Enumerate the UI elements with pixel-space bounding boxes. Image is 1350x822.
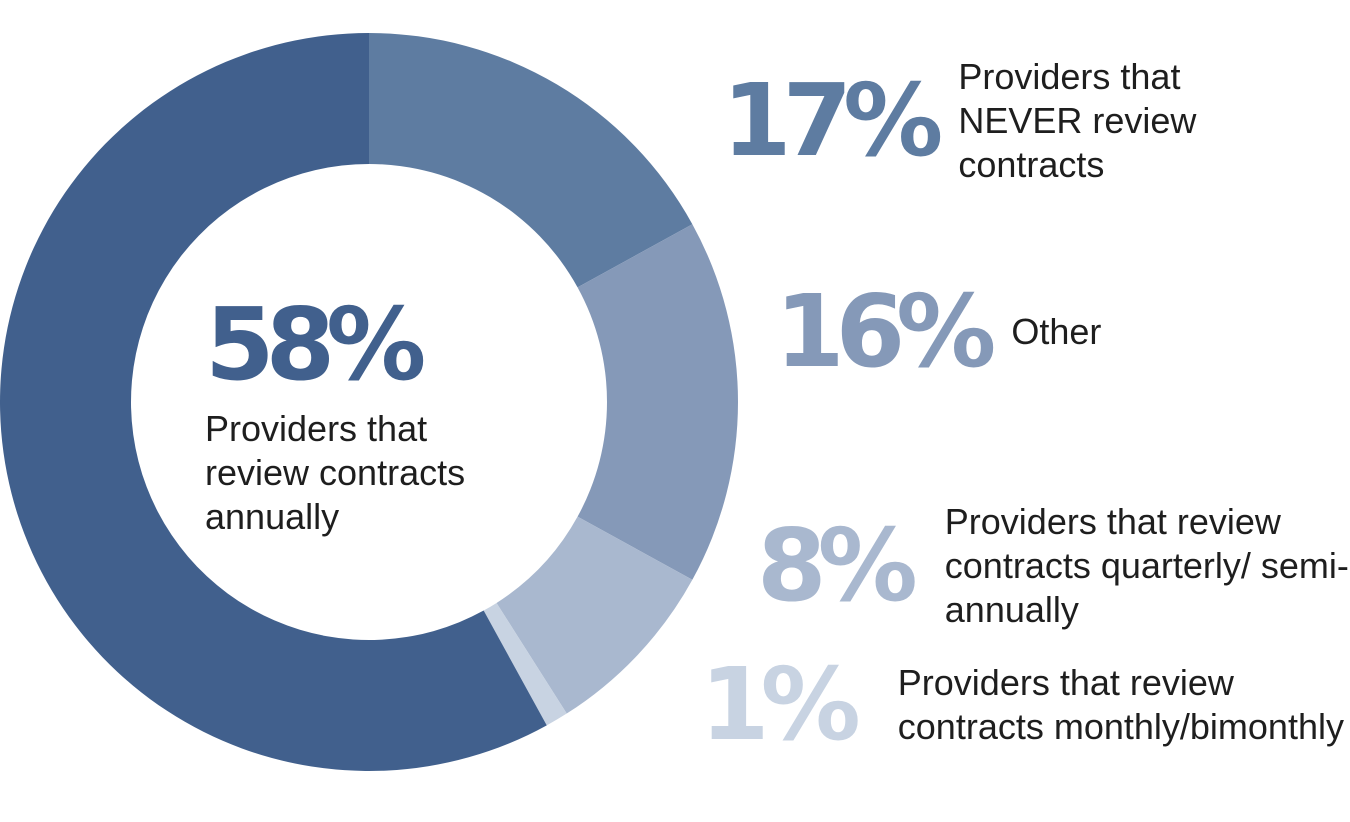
legend-item-other: 16% Other xyxy=(775,282,1131,382)
donut-slice-2 xyxy=(496,516,693,714)
legend-label-monthly: Providers that review contracts monthly/… xyxy=(897,662,1344,747)
donut-slice-1 xyxy=(577,224,738,580)
center-callout: 58% Providers that review contracts annu… xyxy=(205,295,585,539)
legend-percent-quarterly: 8% xyxy=(757,507,918,624)
legend-item-monthly: 1% Providers that review contracts month… xyxy=(700,655,1348,755)
legend-item-quarterly: 8% Providers that review contracts quart… xyxy=(757,500,1350,632)
legend-label-other: Other xyxy=(1011,311,1102,352)
legend-percent-monthly: 1% xyxy=(700,646,861,763)
donut-slice-4 xyxy=(0,33,547,771)
legend-label-never: Providers that NEVER review contracts xyxy=(958,56,1197,185)
center-description: Providers that review contracts annually xyxy=(205,408,466,537)
legend-item-never: 17% Providers that NEVER review contract… xyxy=(722,55,1288,187)
donut-slices xyxy=(0,33,738,771)
legend-label-quarterly: Providers that review contracts quarterl… xyxy=(944,501,1349,630)
legend-percent-other: 16% xyxy=(775,273,996,390)
donut-slice-0 xyxy=(369,33,693,288)
legend-percent-never: 17% xyxy=(722,62,943,179)
center-percent: 58% xyxy=(205,286,426,403)
donut-slice-3 xyxy=(483,602,567,726)
